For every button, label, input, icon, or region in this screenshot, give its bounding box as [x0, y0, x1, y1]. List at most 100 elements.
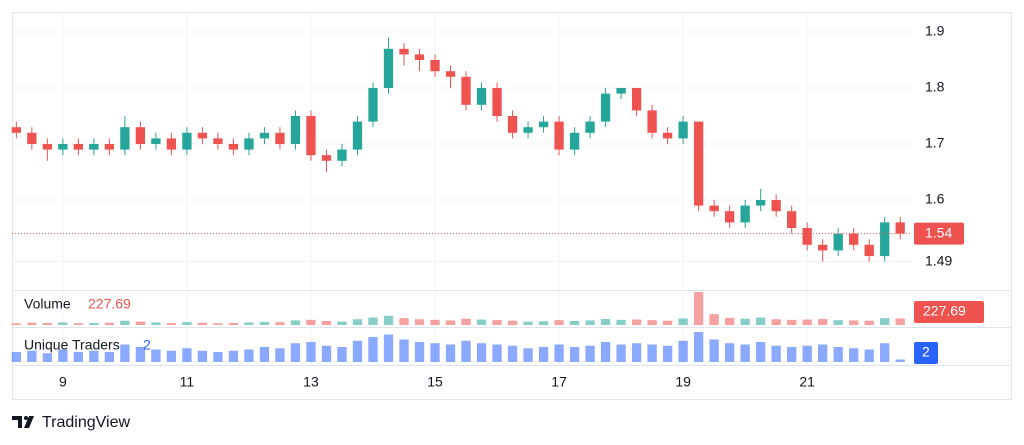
traders-bar — [73, 352, 84, 362]
volume-bar — [709, 314, 719, 325]
volume-bar — [399, 318, 409, 325]
candle-body — [895, 222, 905, 234]
volume-bar — [337, 321, 347, 325]
traders-bar — [771, 345, 781, 362]
volume-bar — [849, 320, 859, 325]
traders-bar — [849, 348, 859, 362]
candle-body — [492, 87, 502, 116]
traders-bar — [275, 348, 285, 362]
volume-legend-name: Volume — [24, 296, 71, 312]
x-tick-label: 15 — [427, 374, 443, 390]
traders-bar — [368, 337, 378, 362]
traders-bar — [802, 345, 812, 362]
y-tick-label: 1.9 — [925, 23, 945, 39]
volume-bar — [600, 318, 611, 325]
volume-bar — [120, 320, 130, 325]
logo-mark — [12, 416, 22, 428]
last-price-label: 1.54 — [925, 224, 952, 240]
x-tick-label: 11 — [180, 374, 195, 390]
volume-bar — [771, 319, 781, 325]
candle-body — [306, 115, 316, 156]
volume-bar — [414, 319, 425, 325]
candle-body — [73, 143, 84, 150]
traders-bar — [600, 342, 611, 362]
volume-bar — [833, 320, 843, 325]
candle-body — [554, 121, 564, 150]
traders-legend-value: 2 — [143, 337, 151, 353]
y-tick-label: 1.8 — [925, 79, 945, 95]
y-tick-label: 1.49 — [925, 252, 952, 268]
candle-body — [337, 149, 347, 161]
traders-bar — [290, 343, 301, 362]
traders-bar — [585, 345, 595, 362]
candle-body — [818, 244, 828, 251]
volume-bar — [756, 317, 766, 325]
brand-name: TradingView — [42, 414, 130, 431]
candle-body — [42, 143, 53, 150]
y-tick-label: 1.6 — [925, 191, 945, 207]
traders-bar — [42, 353, 53, 362]
volume-bar — [27, 322, 37, 325]
traders-bar — [523, 348, 533, 362]
candle-body — [182, 132, 192, 150]
volume-bar — [476, 319, 487, 325]
y-tick-label: 1.7 — [925, 135, 945, 151]
volume-bar — [182, 322, 192, 325]
volume-bar — [244, 322, 254, 325]
traders-badge-label: 2 — [922, 344, 930, 360]
traders-bar — [864, 349, 874, 362]
candle-body — [864, 244, 874, 257]
candle-body — [616, 87, 626, 94]
volume-bar — [523, 321, 533, 325]
tradingview-logo[interactable]: TradingView — [12, 414, 130, 431]
volume-bar — [647, 320, 657, 325]
candle-body — [368, 87, 378, 122]
candle-body — [523, 127, 533, 133]
logo-mark — [24, 416, 34, 428]
traders-bar — [352, 340, 363, 362]
traders-bar — [569, 347, 580, 362]
candle-body — [693, 121, 704, 206]
traders-bar — [818, 344, 828, 362]
traders-bar — [151, 349, 161, 362]
traders-bar — [554, 344, 564, 362]
volume-bar — [678, 318, 688, 325]
volume-bar — [213, 323, 223, 325]
x-tick-label: 19 — [675, 374, 691, 390]
traders-bar — [259, 347, 270, 362]
volume-bar — [538, 321, 549, 325]
traders-bar — [538, 347, 549, 362]
traders-bar — [306, 342, 316, 362]
volume-bar — [73, 323, 84, 325]
traders-bar — [321, 345, 332, 362]
traders-bar — [740, 344, 750, 362]
volume-bar — [290, 320, 301, 325]
candle-body — [352, 121, 363, 150]
volume-bar — [352, 319, 363, 325]
candle-body — [507, 115, 518, 133]
traders-bar — [244, 349, 254, 362]
traders-bar — [709, 339, 719, 362]
volume-bar — [880, 318, 890, 325]
volume-badge-label: 227.69 — [923, 303, 966, 319]
volume-bar — [306, 319, 316, 325]
volume-bar — [864, 320, 874, 325]
volume-bar — [693, 292, 704, 325]
volume-bar — [321, 320, 332, 325]
candle-body — [197, 132, 208, 139]
traders-legend-name: Unique Traders — [24, 337, 120, 353]
candle-body — [880, 222, 890, 257]
candle-body — [585, 121, 595, 133]
volume-bar — [368, 317, 378, 325]
volume-bar — [461, 318, 471, 325]
traders-bar — [492, 344, 502, 362]
volume-bar — [259, 321, 270, 325]
candle-body — [647, 110, 657, 133]
volume-bar — [631, 319, 642, 325]
traders-bar — [507, 345, 518, 362]
candle-body — [321, 155, 332, 161]
candle-body — [414, 54, 425, 60]
traders-bar — [399, 339, 409, 362]
candle-body — [756, 200, 766, 206]
volume-bar — [662, 320, 673, 325]
